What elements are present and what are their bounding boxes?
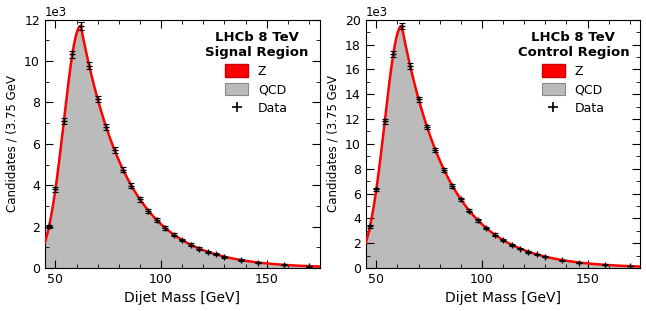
X-axis label: Dijet Mass [GeV]: Dijet Mass [GeV] — [445, 291, 561, 305]
X-axis label: Dijet Mass [GeV]: Dijet Mass [GeV] — [124, 291, 240, 305]
Legend: Z, QCD, Data: Z, QCD, Data — [200, 26, 313, 120]
Y-axis label: Candidates / (3.75 GeV: Candidates / (3.75 GeV — [6, 75, 19, 212]
Legend: Z, QCD, Data: Z, QCD, Data — [512, 26, 634, 120]
Y-axis label: Candidates / (3.75 GeV: Candidates / (3.75 GeV — [326, 75, 339, 212]
